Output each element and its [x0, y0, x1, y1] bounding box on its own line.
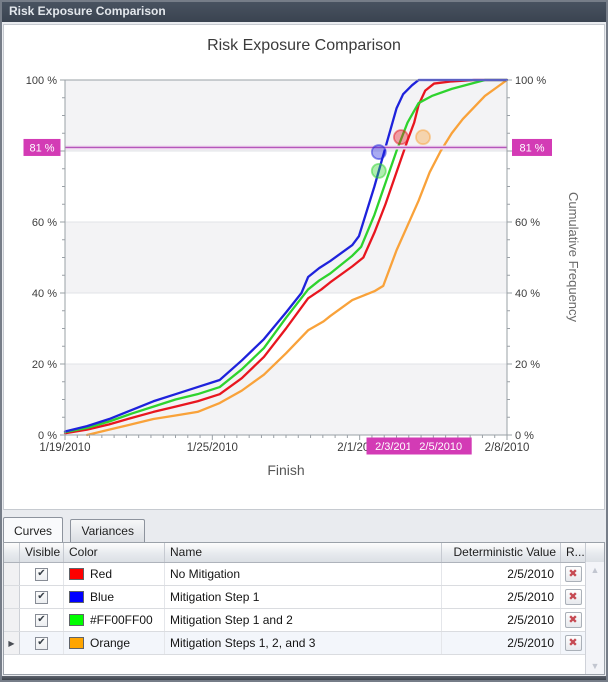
crossing-marker-green[interactable] — [370, 162, 387, 179]
y-axis-tick-label: 0 % — [38, 430, 57, 442]
plot-band — [65, 222, 507, 293]
remove-cell: ✖ — [561, 586, 586, 608]
column-header-rowselector[interactable] — [4, 543, 20, 562]
row-selector[interactable] — [4, 586, 20, 608]
remove-curve-button[interactable]: ✖ — [564, 635, 582, 651]
date-callout-2: 2/5/2010 — [419, 441, 462, 453]
visible-cell: ✔ — [20, 609, 64, 631]
cumulative-frequency-chart: 0 % 0 % 20 % 20 % 40 % 40 % 60 % 60 % 100 % 100 %… — [23, 75, 581, 478]
color-cell[interactable]: #FF00FF00 — [64, 609, 165, 631]
color-cell[interactable]: Orange — [64, 632, 165, 654]
remove-curve-button[interactable]: ✖ — [564, 589, 582, 605]
curve-orange — [85, 78, 509, 437]
curve-name-cell[interactable]: No Mitigation — [165, 563, 442, 585]
visible-cell: ✔ — [20, 563, 64, 585]
tab-curves[interactable]: Curves — [3, 517, 64, 542]
crossing-marker-blue[interactable] — [370, 144, 387, 160]
color-swatch[interactable] — [69, 591, 84, 603]
color-label: Blue — [90, 590, 115, 604]
x-axis-tick-label: 1/25/2010 — [187, 442, 238, 454]
color-swatch[interactable] — [69, 637, 84, 649]
y-axis-tick-label: 20 % — [32, 359, 57, 371]
x-axis-tick-label: 1/19/2010 — [39, 442, 90, 454]
table-row-3[interactable]: ✔ #FF00FF00 Mitigation Step 1 and 2 2/5/201… — [4, 609, 604, 632]
tab-strip: Curves Variances — [3, 517, 148, 543]
crossing-marker-orange[interactable] — [415, 129, 431, 146]
crossing-marker-red[interactable] — [393, 129, 409, 146]
column-header-deterministic-value[interactable]: Deterministic Value — [442, 543, 561, 562]
color-cell[interactable]: Blue — [64, 586, 165, 608]
curve-green — [63, 78, 509, 434]
visible-checkbox[interactable]: ✔ — [35, 613, 48, 627]
visible-cell: ✔ — [20, 632, 64, 654]
x-axis-title: Finish — [267, 462, 304, 478]
color-swatch[interactable] — [69, 568, 84, 580]
tab-variances[interactable]: Variances — [70, 519, 145, 542]
remove-cell: ✖ — [561, 632, 586, 654]
table-row-1[interactable]: ✔ Red No Mitigation 2/5/2010 ✖ — [4, 563, 604, 586]
current-row-indicator[interactable]: ▶ — [4, 632, 20, 654]
threshold-badge-right: 81 % — [519, 142, 544, 154]
color-cell[interactable]: Red — [64, 563, 165, 585]
curve-name-cell[interactable]: Mitigation Step 1 and 2 — [165, 609, 442, 631]
x-axis-tick-label: 2/8/2010 — [485, 442, 530, 454]
curve-name-cell[interactable]: Mitigation Step 1 — [165, 586, 442, 608]
scroll-down-icon[interactable]: ▼ — [590, 661, 600, 671]
date-callout-1: 2/3/2010 — [375, 441, 418, 453]
date-callout-2-bg — [409, 437, 472, 455]
column-header-visible[interactable]: Visible — [20, 543, 64, 562]
chart-panel: Risk Exposure Comparison 0 % 0 % 20 % 20 % 4… — [3, 24, 605, 510]
remove-curve-button[interactable]: ✖ — [564, 566, 582, 582]
y-axis-tick-label-right: 60 % — [515, 217, 540, 229]
table-row-4[interactable]: ▶ ✔ Orange Mitigation Steps 1, 2, and 3 2/5/… — [4, 632, 604, 655]
color-label: #FF00FF00 — [90, 613, 153, 627]
curve-name-cell[interactable]: Mitigation Steps 1, 2, and 3 — [165, 632, 442, 654]
column-header-name[interactable]: Name — [165, 543, 442, 562]
y-axis-tick-label-right: 20 % — [515, 359, 540, 371]
remove-cell: ✖ — [561, 609, 586, 631]
curve-red — [63, 78, 509, 435]
y-axis-tick-label-right: 100 % — [515, 75, 546, 87]
scroll-up-icon[interactable]: ▲ — [590, 565, 600, 575]
color-label: Orange — [90, 636, 131, 650]
deterministic-value-cell: 2/5/2010 — [442, 632, 561, 654]
visible-checkbox[interactable]: ✔ — [35, 567, 48, 581]
y-axis-tick-label-right: 40 % — [515, 288, 540, 300]
visible-checkbox[interactable]: ✔ — [35, 590, 48, 604]
y-axis-tick-label: 60 % — [32, 217, 57, 229]
visible-checkbox[interactable]: ✔ — [35, 636, 48, 650]
column-header-r[interactable]: R... — [561, 543, 586, 562]
row-selector[interactable] — [4, 563, 20, 585]
column-header-filler — [586, 543, 604, 562]
plot-band — [65, 80, 507, 151]
y-axis-tick-label: 40 % — [32, 288, 57, 300]
threshold-badge-right-bg — [512, 138, 552, 156]
threshold-badge-left: 81 % — [29, 142, 54, 154]
column-header-color[interactable]: Color — [64, 543, 165, 562]
visible-cell: ✔ — [20, 586, 64, 608]
table-body: ✔ Red No Mitigation 2/5/2010 ✖ ✔ Blue Mitigatio… — [4, 563, 604, 655]
threshold-badge-left-bg — [23, 138, 61, 156]
y-axis-tick-label-right: 0 % — [515, 430, 534, 442]
remove-curve-button[interactable]: ✖ — [564, 612, 582, 628]
window-bottom-edge — [0, 676, 608, 682]
row-selector[interactable] — [4, 609, 20, 631]
window-title: Risk Exposure Comparison — [9, 4, 166, 18]
curves-table: Visible Color Name Deterministic Value R... … — [3, 542, 605, 675]
color-label: Red — [90, 567, 113, 581]
table-header-row: Visible Color Name Deterministic Value R... — [4, 543, 604, 563]
color-swatch[interactable] — [69, 614, 84, 626]
deterministic-value-cell: 2/5/2010 — [442, 563, 561, 585]
curve-blue — [63, 78, 509, 433]
deterministic-value-cell: 2/5/2010 — [442, 609, 561, 631]
window-titlebar[interactable]: Risk Exposure Comparison — [0, 0, 608, 22]
remove-cell: ✖ — [561, 563, 586, 585]
y-axis-tick-label: 100 % — [26, 75, 57, 87]
table-scrollbar[interactable]: ▲ ▼ — [585, 562, 604, 674]
y-axis-title: Cumulative Frequency — [566, 192, 581, 323]
table-row-2[interactable]: ✔ Blue Mitigation Step 1 2/5/2010 ✖ — [4, 586, 604, 609]
chart-title: Risk Exposure Comparison — [207, 37, 401, 54]
deterministic-value-cell: 2/5/2010 — [442, 586, 561, 608]
